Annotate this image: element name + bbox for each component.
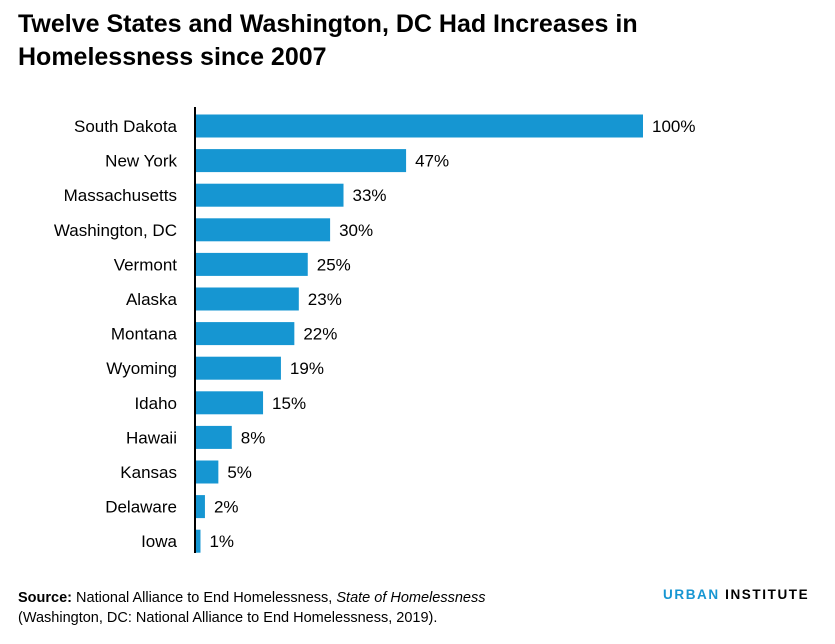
category-label: Alaska <box>126 290 178 309</box>
data-label: 8% <box>241 428 266 447</box>
data-label: 22% <box>303 325 337 344</box>
data-label: 30% <box>339 221 373 240</box>
category-label: Hawaii <box>126 428 177 447</box>
category-label: Vermont <box>114 255 178 274</box>
bar <box>196 495 205 519</box>
category-label: Washington, DC <box>54 221 177 240</box>
bar <box>196 287 299 311</box>
bar <box>196 114 643 138</box>
data-label: 25% <box>317 255 351 274</box>
bar <box>196 356 281 380</box>
category-label: Iowa <box>141 532 177 551</box>
source-title: State of Homelessness <box>336 590 486 606</box>
logo-urban: URBAN <box>663 587 720 602</box>
data-label: 47% <box>415 152 449 171</box>
urban-institute-logo: URBAN INSTITUTE <box>663 587 809 602</box>
category-label: New York <box>105 152 177 171</box>
data-label: 2% <box>214 498 239 517</box>
bar <box>196 529 201 553</box>
bar <box>196 183 344 207</box>
category-label: Delaware <box>105 498 177 517</box>
source-text: National Alliance to End Homelessness, <box>72 590 337 606</box>
bar <box>196 149 407 173</box>
category-label: Massachusetts <box>64 186 177 205</box>
category-label: Wyoming <box>106 359 177 378</box>
data-label: 5% <box>227 463 252 482</box>
data-label: 1% <box>209 532 234 551</box>
data-label: 15% <box>272 394 306 413</box>
bar <box>196 218 331 242</box>
category-label: Kansas <box>120 463 177 482</box>
data-label: 23% <box>308 290 342 309</box>
source-note: Source: National Alliance to End Homeles… <box>18 588 485 628</box>
source-text-2: (Washington, DC: National Alliance to En… <box>18 610 438 626</box>
category-label: Idaho <box>134 394 177 413</box>
category-label: Montana <box>111 325 178 344</box>
category-label: South Dakota <box>74 117 178 136</box>
logo-institute: INSTITUTE <box>725 587 810 602</box>
bar <box>196 391 264 415</box>
data-label: 100% <box>652 117 695 136</box>
bar <box>196 425 232 449</box>
data-label: 19% <box>290 359 324 378</box>
chart-title: Twelve States and Washington, DC Had Inc… <box>18 10 638 71</box>
bar <box>196 322 295 346</box>
bar <box>196 460 219 484</box>
bar <box>196 252 308 276</box>
source-label: Source: <box>18 590 72 606</box>
data-label: 33% <box>353 186 387 205</box>
